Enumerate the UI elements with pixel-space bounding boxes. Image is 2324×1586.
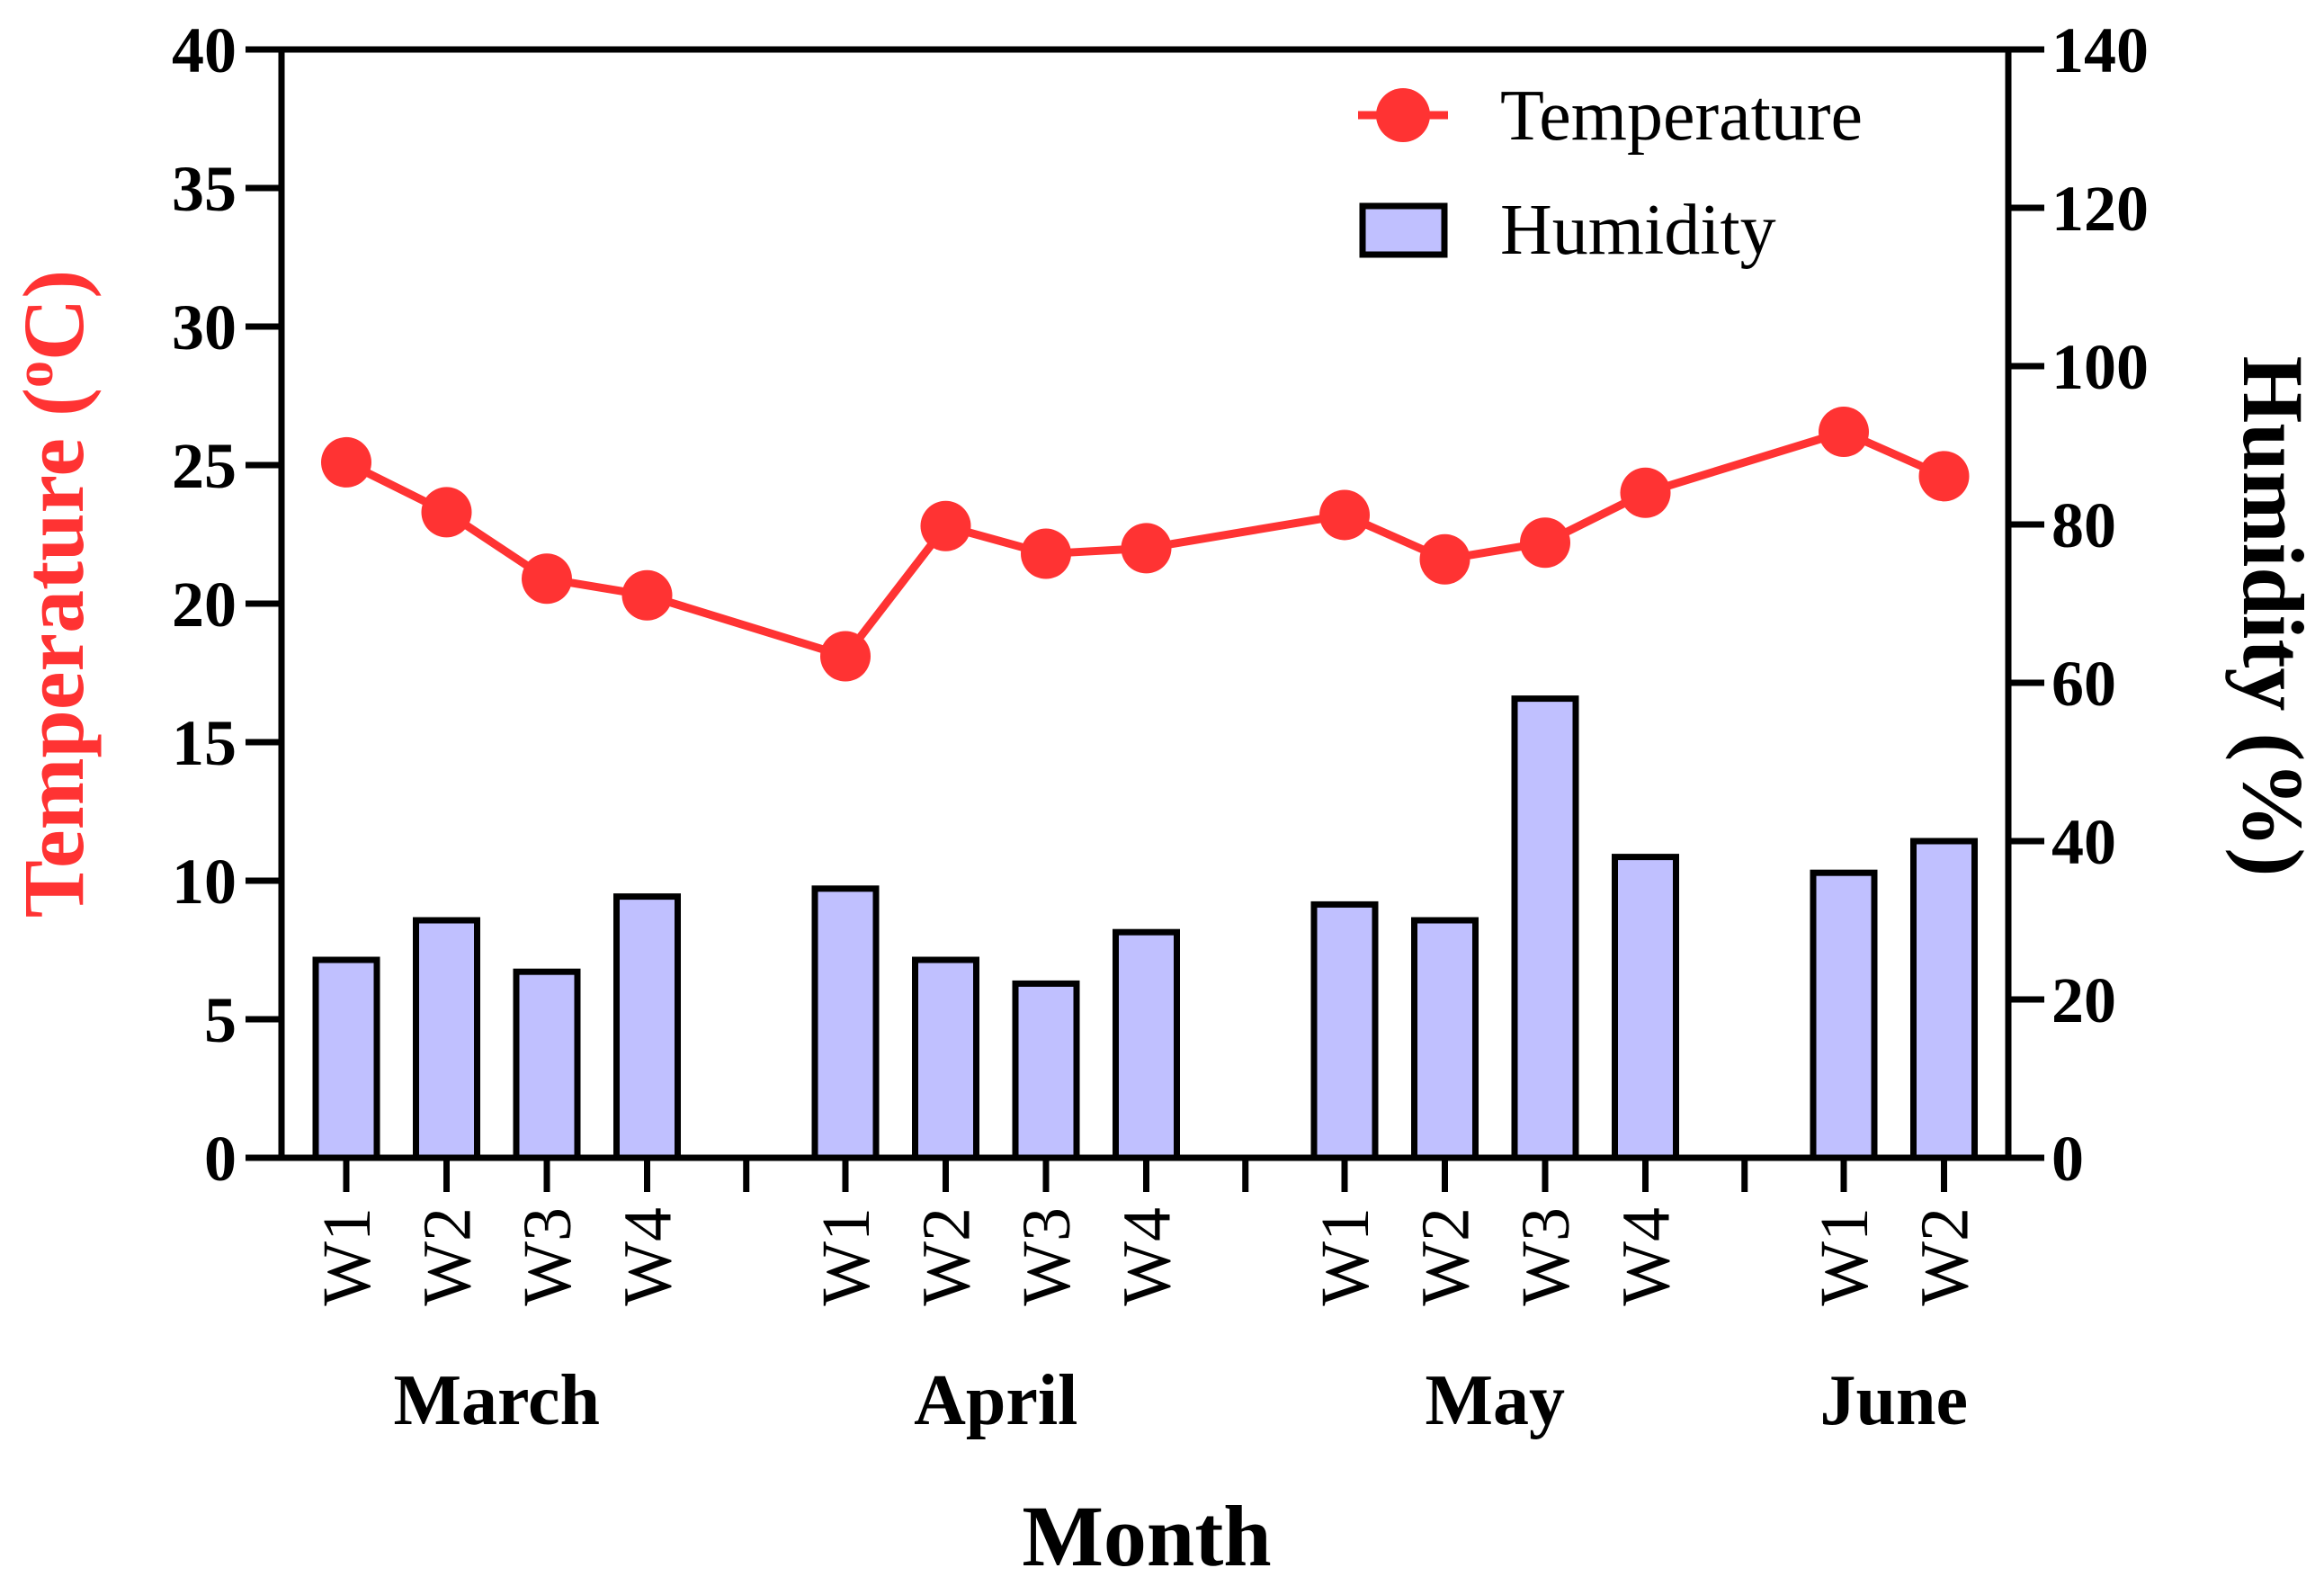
- legend-temperature-marker: [1376, 88, 1430, 142]
- x-month-label: June: [1820, 1361, 1969, 1440]
- humidity-bar: [1411, 917, 1479, 1161]
- temperature-point: [1021, 528, 1071, 579]
- temperature-point: [1520, 517, 1570, 569]
- y-right-tick-label: 40: [2051, 806, 2116, 878]
- humidity-bar: [1113, 928, 1180, 1161]
- y-right-tick-label: 120: [2051, 173, 2149, 245]
- temperature-point: [1819, 407, 1869, 458]
- temperature-point: [522, 553, 572, 605]
- x-week-label: W2: [1908, 1207, 1983, 1306]
- x-week-label: W1: [1807, 1207, 1882, 1306]
- x-week-label: W1: [809, 1207, 884, 1306]
- y-right-tick-label: 20: [2051, 964, 2116, 1036]
- y-right-tick-label: 80: [2051, 489, 2116, 561]
- x-month-label: March: [393, 1361, 600, 1440]
- x-week-label: W2: [909, 1207, 985, 1306]
- x-week-label: W3: [510, 1207, 585, 1306]
- temperature-point: [920, 500, 971, 551]
- axes: [246, 46, 2044, 1192]
- humidity-bar: [1310, 901, 1379, 1161]
- humidity-bar: [1012, 980, 1080, 1161]
- temperature-point: [1121, 523, 1172, 574]
- x-axis-title: Month: [1022, 1488, 1271, 1584]
- y-axis-left-title-sup: o: [4, 361, 64, 388]
- temperature-point: [1620, 467, 1671, 518]
- temperature-point: [820, 631, 871, 682]
- temperature-point: [1918, 451, 1970, 502]
- y-left-tick-label: 0: [204, 1123, 237, 1195]
- humidity-bar: [312, 956, 380, 1161]
- temperature-point: [1419, 533, 1470, 585]
- legend-humidity-label: Humidity: [1500, 191, 1776, 270]
- x-week-label: W1: [309, 1207, 385, 1306]
- legend-humidity-swatch: [1359, 202, 1448, 258]
- legend-temperature-label: Temperature: [1500, 76, 1863, 156]
- x-week-label: W3: [1009, 1207, 1085, 1306]
- humidity-bars: [312, 695, 1978, 1161]
- x-month-label: May: [1425, 1361, 1565, 1440]
- humidity-bar: [1810, 869, 1878, 1161]
- y-left-tick-label: 20: [172, 569, 237, 641]
- x-week-label: W4: [1609, 1207, 1685, 1306]
- x-week-label: W1: [1308, 1207, 1383, 1306]
- temperature-point: [321, 436, 371, 488]
- y-left-tick-label: 30: [172, 291, 237, 363]
- x-week-label: W2: [410, 1207, 486, 1306]
- y-left-tick-label: 40: [172, 14, 237, 86]
- humidity-bar: [1612, 854, 1679, 1161]
- humidity-bar: [811, 885, 880, 1161]
- x-week-label: W4: [611, 1207, 686, 1306]
- temperature-point: [1319, 489, 1370, 541]
- y-axis-left-title-main: Temperature (: [5, 388, 102, 918]
- humidity-bar: [413, 917, 480, 1161]
- y-left-tick-label: 15: [172, 707, 237, 779]
- temperature-series: [321, 407, 1970, 682]
- y-right-tick-label: 60: [2051, 648, 2116, 720]
- temperature-point: [421, 487, 472, 538]
- y-right-tick-label: 100: [2051, 331, 2149, 403]
- y-right-tick-label: 140: [2051, 14, 2149, 86]
- humidity-bar: [912, 956, 979, 1161]
- temperature-point: [621, 569, 673, 621]
- x-month-label: April: [914, 1361, 1077, 1440]
- humidity-bar: [613, 893, 681, 1161]
- humidity-bar: [1511, 695, 1579, 1161]
- y-right-tick-label: 0: [2051, 1123, 2084, 1195]
- y-left-tick-label: 35: [172, 153, 237, 225]
- humidity-bar: [513, 968, 581, 1161]
- humidity-bar: [1910, 838, 1978, 1161]
- y-left-tick-label: 5: [204, 984, 237, 1056]
- legend: Temperature Humidity: [1358, 76, 1863, 270]
- y-left-tick-label: 10: [172, 846, 237, 918]
- y-axis-right-title: Humidity (%): [2225, 356, 2321, 877]
- x-week-label: W4: [1110, 1207, 1185, 1306]
- x-week-label: W2: [1408, 1207, 1484, 1306]
- y-axis-left-title: Temperature (oC): [4, 270, 102, 918]
- y-left-tick-label: 25: [172, 430, 237, 502]
- x-week-label: W3: [1508, 1207, 1584, 1306]
- y-axis-left-title-unit: C): [5, 270, 102, 361]
